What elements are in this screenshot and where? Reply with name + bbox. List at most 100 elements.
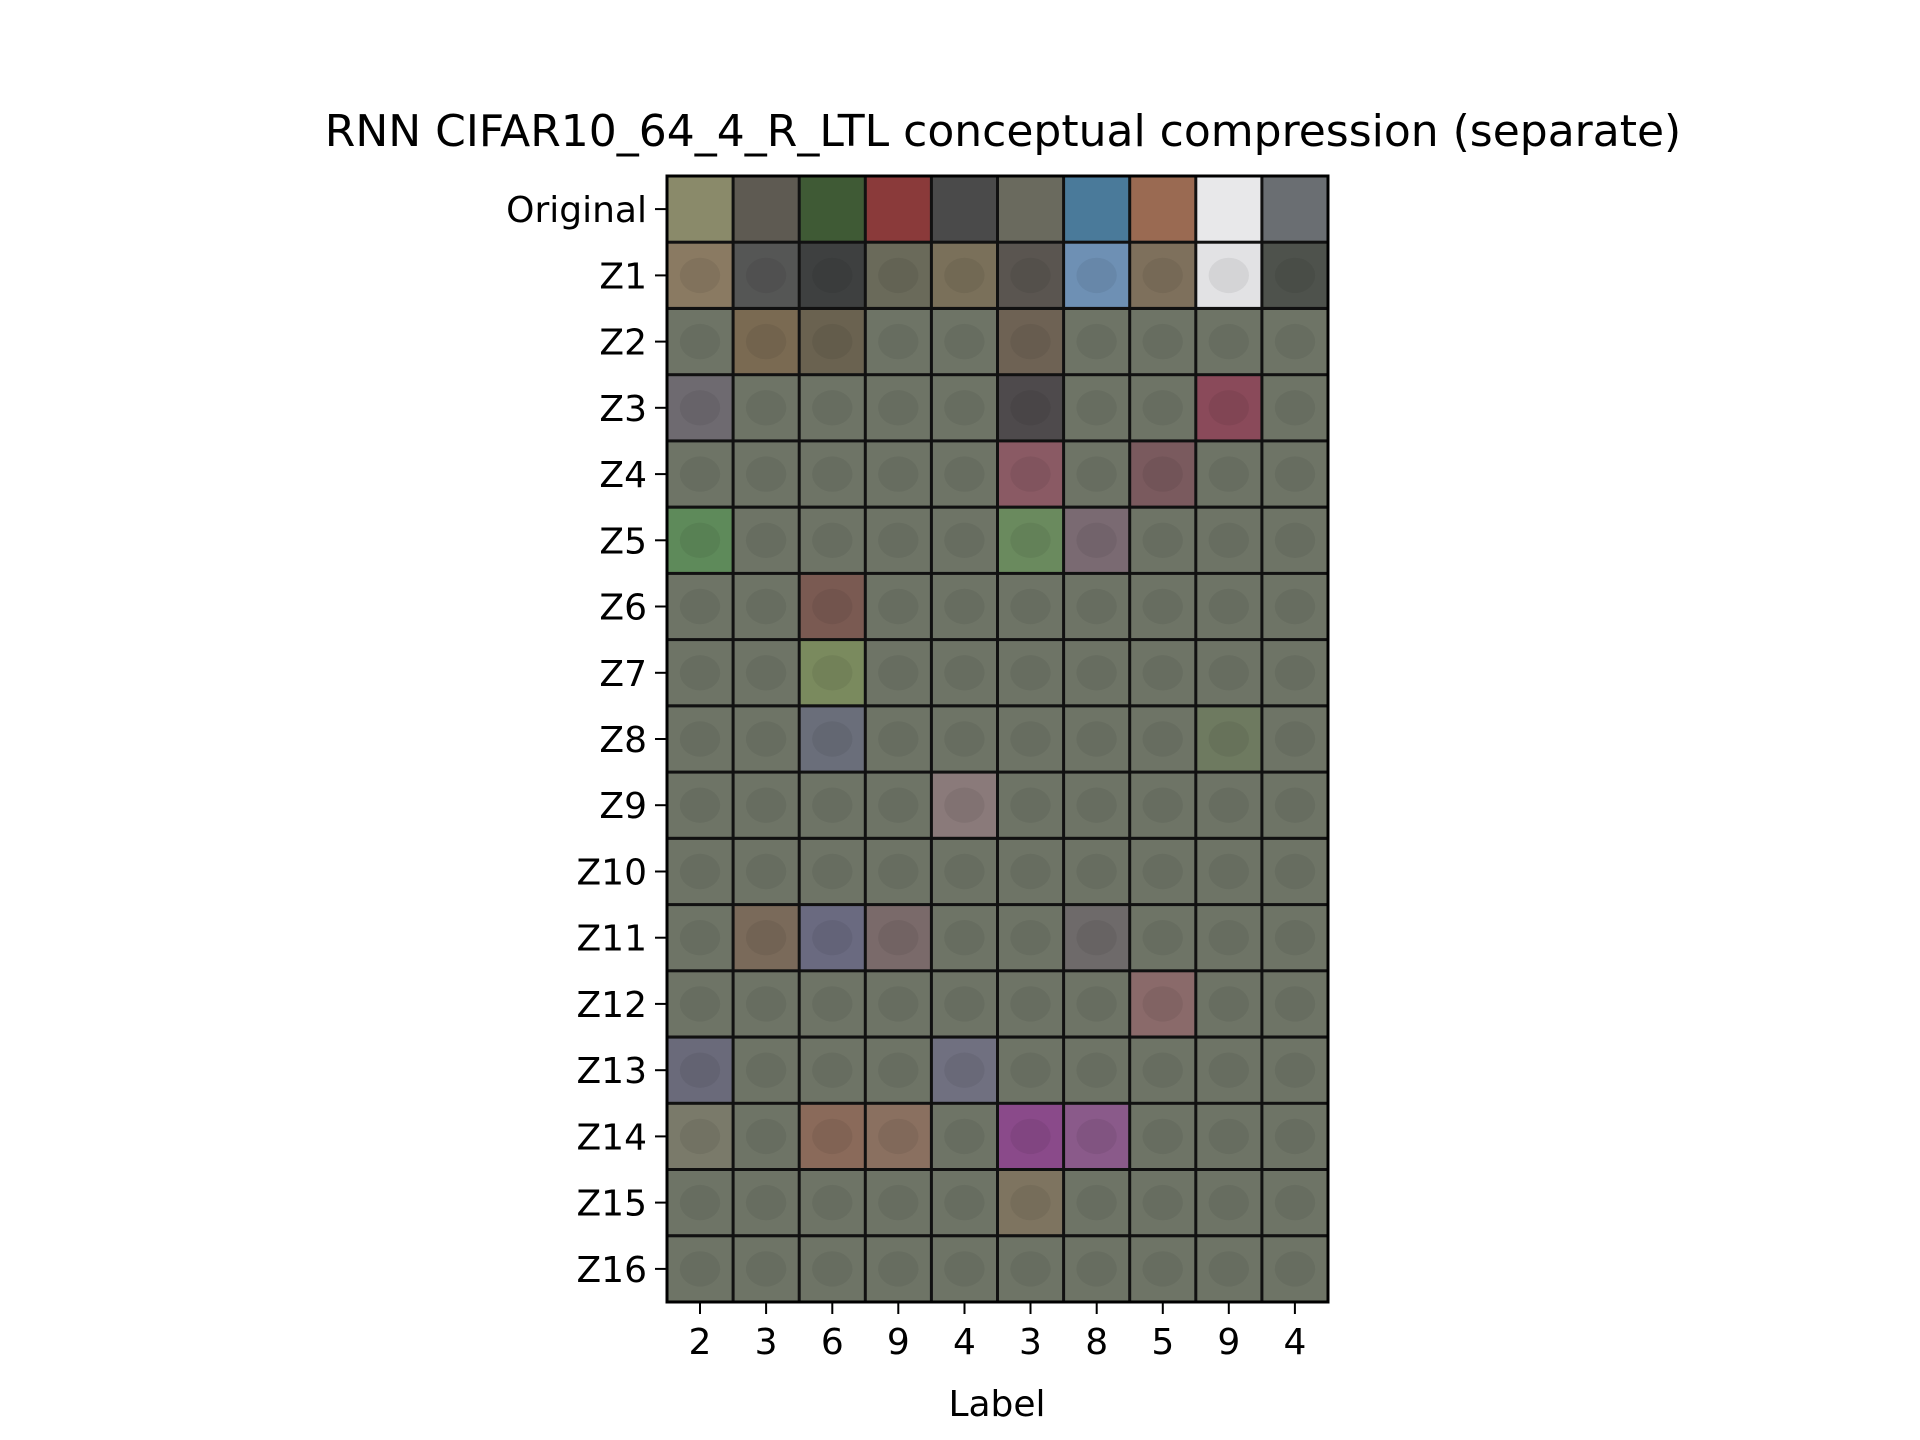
image-tile-z4-5	[999, 442, 1063, 506]
tile-shading	[1076, 787, 1117, 823]
image-tile-z6-1	[734, 574, 798, 639]
image-tile-z8-0	[668, 707, 732, 771]
tile-shading	[1076, 655, 1117, 691]
image-tile-z10-3	[866, 839, 930, 904]
tile-shading	[745, 721, 787, 757]
image-tile-z8-3	[866, 707, 930, 771]
image-tile-z7-3	[866, 641, 930, 705]
x-tick-label: 2	[689, 1322, 712, 1363]
tile-shading	[1274, 1251, 1316, 1287]
tile-shading	[679, 655, 721, 691]
tile-shading	[878, 655, 919, 691]
y-tick-label: Z10	[577, 853, 647, 894]
image-tile-z9-7	[1131, 773, 1195, 837]
image-tile-z5-0	[668, 508, 732, 572]
tile-shading	[1274, 1052, 1316, 1088]
tile-shading	[878, 1184, 919, 1221]
image-tile-z8-4	[932, 707, 996, 771]
tile-shading	[812, 522, 853, 558]
image-tile-z6-6	[1065, 574, 1129, 639]
tile-shading	[1208, 787, 1250, 823]
tile-shading	[1208, 655, 1250, 691]
image-tile-z6-8	[1197, 574, 1261, 639]
image-tile-z12-8	[1197, 972, 1261, 1036]
tile-shading	[1076, 920, 1117, 956]
tile-shading	[878, 986, 919, 1022]
tile-shading	[1010, 787, 1051, 823]
image-tile-z10-8	[1197, 839, 1261, 904]
x-tick-label: 9	[887, 1322, 910, 1363]
image-tile-z16-7	[1131, 1237, 1195, 1301]
image-tile-z9-3	[866, 773, 930, 837]
tile-shading	[1208, 721, 1250, 757]
x-tick-label: 8	[1085, 1322, 1108, 1363]
image-tile-original-7	[1131, 177, 1195, 241]
tile-shading	[1274, 1118, 1316, 1155]
image-tile-z8-8	[1197, 707, 1261, 771]
tile-shading	[679, 588, 721, 625]
image-tile-original-9	[1263, 177, 1327, 241]
tile-shading	[812, 456, 853, 492]
image-tile-z15-3	[866, 1171, 930, 1235]
x-tick-label: 4	[953, 1322, 976, 1363]
image-tile-z2-0	[668, 310, 732, 374]
tile-shading	[1208, 588, 1250, 625]
tile-shading	[745, 588, 787, 625]
image-tile-z10-1	[734, 839, 798, 904]
tile-shading	[1274, 853, 1316, 890]
tile-shading	[1076, 588, 1117, 625]
tile-shading	[679, 853, 721, 890]
x-tick-label: 6	[821, 1322, 844, 1363]
tile-shading	[1274, 920, 1316, 956]
image-tile-z8-5	[999, 707, 1063, 771]
image-tile-z3-8	[1197, 376, 1261, 440]
tile-shading	[1010, 588, 1051, 625]
tile-shading	[878, 522, 919, 558]
tile-shading	[1142, 456, 1183, 492]
tile-shading	[1142, 522, 1183, 558]
tile-shading	[944, 721, 985, 757]
image-tile-z12-9	[1263, 972, 1327, 1036]
image-tile-z1-7	[1131, 243, 1195, 307]
tile-shading	[1076, 1118, 1117, 1155]
tile-shading	[944, 1184, 985, 1221]
y-axis: Original Z1 Z2 Z3 Z4 Z5 Z6 Z7 Z8 Z9 Z10 Z11 Z12 Z13 Z1…	[506, 190, 667, 1291]
tile-shading	[1076, 1052, 1117, 1088]
image-tile-z5-2	[800, 508, 864, 572]
image-tile-z7-9	[1263, 641, 1327, 705]
image-tile-original-1	[734, 177, 798, 241]
image-tile-original-8	[1197, 177, 1261, 241]
tile-shading	[1076, 522, 1117, 558]
tile-shading	[1208, 522, 1250, 558]
x-axis-label: Label	[948, 1384, 1045, 1425]
tile-shading	[1142, 390, 1183, 426]
tile-shading	[1076, 986, 1117, 1022]
tile-shading	[878, 1052, 919, 1088]
image-tile-z6-5	[999, 574, 1063, 639]
tile-shading	[1010, 1251, 1051, 1287]
image-tile-z3-6	[1065, 376, 1129, 440]
tile-shading	[1010, 456, 1051, 492]
tile-shading	[878, 323, 919, 360]
chart-title: RNN CIFAR10_64_4_R_LTL conceptual compre…	[325, 106, 1681, 157]
tile-shading	[745, 1251, 787, 1287]
tile-shading	[812, 986, 853, 1022]
y-tick-label: Z9	[599, 786, 647, 827]
image-tile-z11-0	[668, 906, 732, 970]
tile-shading	[1076, 853, 1117, 890]
image-tile-z14-0	[668, 1104, 732, 1168]
image-tile-z10-5	[999, 839, 1063, 904]
tile-shading	[745, 1184, 787, 1221]
image-tile-z2-1	[734, 310, 798, 374]
tile-shading	[1010, 721, 1051, 757]
tile-shading	[1010, 853, 1051, 890]
tile-shading	[878, 456, 919, 492]
y-tick-label: Z11	[577, 919, 647, 960]
image-tile-z14-9	[1263, 1104, 1327, 1168]
tile-shading	[1010, 257, 1051, 294]
tile-shading	[812, 588, 853, 625]
tile-shading	[679, 1251, 721, 1287]
tile-shading	[1208, 323, 1250, 360]
tile-shading	[1076, 323, 1117, 360]
